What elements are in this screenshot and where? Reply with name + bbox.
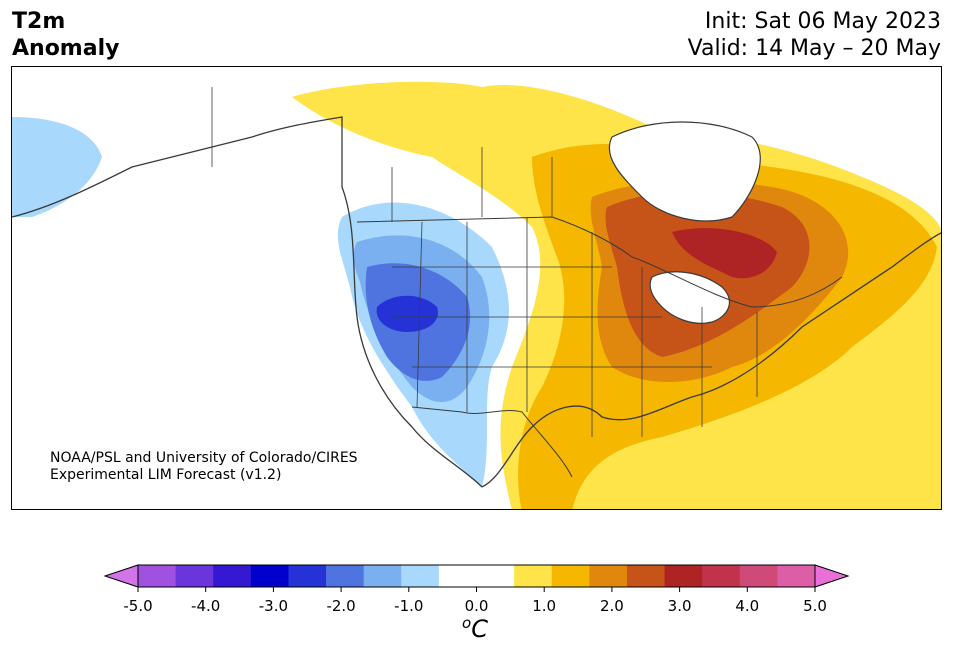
us-mexico-border xyxy=(411,406,573,478)
colorbar-swatch xyxy=(401,565,440,587)
colorbar-tick-label: 5.0 xyxy=(803,597,827,615)
us-canada-border xyxy=(356,216,843,308)
credit-line-2: Experimental LIM Forecast (v1.2) xyxy=(50,467,282,483)
anomaly-map: NOAA/PSL and University of Colorado/CIRE… xyxy=(11,66,942,510)
colorbar-unit: oC xyxy=(462,614,488,643)
colorbar-swatch xyxy=(514,565,553,587)
title-variable: T2m xyxy=(12,9,66,34)
colorbar-swatch xyxy=(476,565,515,587)
colorbar-swatch xyxy=(702,565,741,587)
hudson-bay xyxy=(608,121,761,222)
colorbar-swatch xyxy=(626,565,666,587)
state-lines xyxy=(211,87,758,437)
colorbar-swatch xyxy=(175,565,214,587)
data-credit: NOAA/PSL and University of Colorado/CIRE… xyxy=(50,450,358,484)
colorbar-tick-label: 4.0 xyxy=(735,597,760,615)
colorbar-tick-label: -2.0 xyxy=(326,597,356,615)
great-lakes xyxy=(649,271,730,324)
colorbar-swatch xyxy=(326,565,365,587)
colorbar-tick-label: 3.0 xyxy=(667,597,692,615)
colorbar-swatch xyxy=(250,565,289,587)
colorbar-swatch xyxy=(739,565,778,587)
colorbar xyxy=(103,564,850,592)
colorbar-tick-label: 0.0 xyxy=(464,597,489,615)
colorbar-swatch xyxy=(438,565,477,587)
warm-deep-region xyxy=(605,192,810,357)
cold-deep-region xyxy=(376,295,438,332)
colorbar-tick-label: 2.0 xyxy=(599,597,624,615)
coastline xyxy=(12,116,941,488)
valid-range: Valid: 14 May – 20 May xyxy=(687,36,941,61)
credit-line-1: NOAA/PSL and University of Colorado/CIRE… xyxy=(50,450,358,466)
forecast-dates: Init: Sat 06 May 2023 Valid: 14 May – 20… xyxy=(688,8,941,62)
colorbar-swatch xyxy=(213,565,252,587)
map-canvas xyxy=(12,81,941,509)
cold-light-alaska xyxy=(12,117,102,217)
warm-max-region xyxy=(672,228,777,279)
colorbar-swatch xyxy=(288,565,327,587)
title-type: Anomaly xyxy=(12,36,120,61)
colorbar-arrow-high xyxy=(814,564,850,588)
colorbar-swatch xyxy=(551,565,590,587)
unit-letter: C xyxy=(471,615,488,643)
colorbar-swatch xyxy=(664,565,703,587)
colorbar-tick-label: -4.0 xyxy=(191,597,221,615)
colorbar-swatch xyxy=(777,565,816,587)
colorbar-swatch xyxy=(363,565,402,587)
unit-degree: o xyxy=(462,614,472,632)
colorbar-tick-label: 1.0 xyxy=(532,597,557,615)
init-date: Init: Sat 06 May 2023 xyxy=(704,9,941,34)
colorbar-tick-label: -3.0 xyxy=(258,597,289,615)
map-title: T2m Anomaly xyxy=(12,8,119,62)
colorbar-swatch xyxy=(589,565,628,587)
colorbar-tick-label: -1.0 xyxy=(394,597,424,615)
colorbar-swatch xyxy=(138,565,177,587)
colorbar-tick-label: -5.0 xyxy=(123,597,153,615)
colorbar-arrow-low xyxy=(103,564,139,588)
